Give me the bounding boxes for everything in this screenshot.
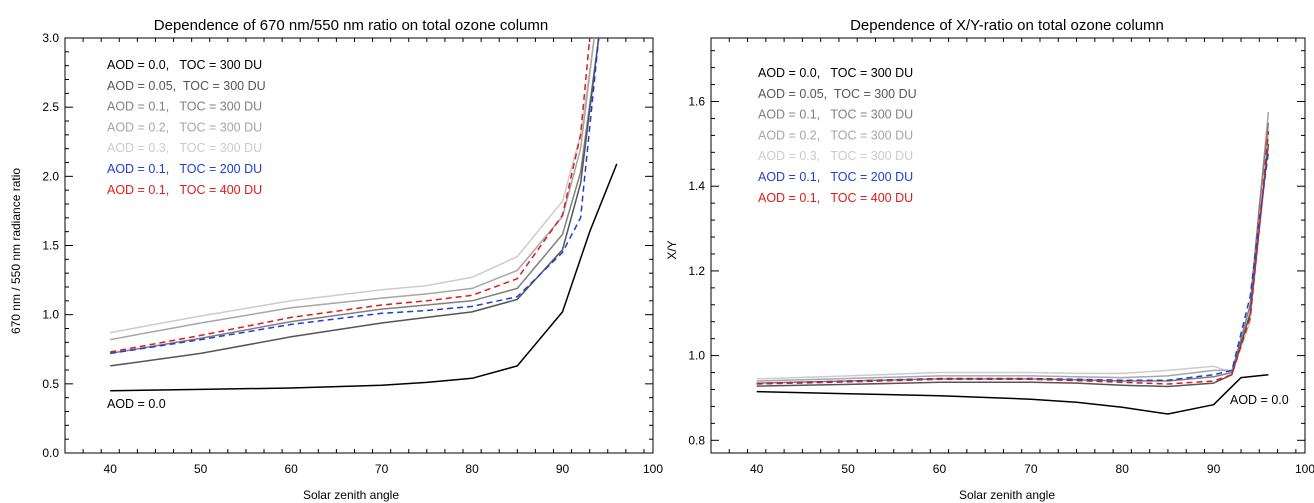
x-axis-label: Solar zenith angle (303, 488, 399, 502)
plot-area (110, 38, 618, 392)
x-tick-label: 60 (933, 462, 947, 476)
y-tick-label: 1.5 (42, 239, 59, 253)
series-line-0 (756, 373, 1269, 415)
series-line-2 (110, 38, 600, 355)
x-tick-label: 100 (1295, 462, 1314, 476)
legend-entry: AOD = 0.3, TOC = 300 DU (107, 141, 262, 155)
y-tick-label: 1.2 (688, 264, 705, 278)
x-axis-label: Solar zenith angle (959, 488, 1055, 502)
series-line-5 (110, 38, 600, 355)
legend-entry: AOD = 0.2, TOC = 300 DU (758, 128, 913, 142)
y-tick-label: 2.5 (42, 100, 59, 114)
legend-entry: AOD = 0.1, TOC = 200 DU (758, 170, 913, 184)
series-line-5 (756, 152, 1270, 385)
chart-title: Dependence of 670 nm/550 nm ratio on tot… (154, 17, 548, 34)
legend: AOD = 0.0, TOC = 300 DU AOD = 0.05, TOC =… (107, 58, 266, 197)
x-tick-label: 60 (284, 462, 298, 476)
x-tick-label: 40 (104, 462, 118, 476)
series-line-3 (110, 38, 595, 341)
x-tick-label: 90 (1207, 462, 1221, 476)
x-tick-label: 80 (465, 462, 479, 476)
legend-entry: AOD = 0.1, TOC = 200 DU (107, 162, 262, 176)
x-tick-label: 50 (194, 462, 208, 476)
legend-entry: AOD = 0.0, TOC = 300 DU (107, 58, 262, 72)
annotation-aod-zero: AOD = 0.0 (107, 397, 166, 411)
y-tick-label: 0.0 (42, 446, 59, 460)
plot-frame (710, 37, 1306, 454)
legend-entry: AOD = 0.3, TOC = 300 DU (758, 149, 913, 163)
x-tick-label: 40 (750, 462, 764, 476)
axes: 40 50 60 70 80 90 100 0.8 1.0 1.2 1.4 1.6 (688, 37, 1314, 476)
legend-entry: AOD = 0.0, TOC = 300 DU (758, 66, 913, 80)
series-line-1 (110, 38, 600, 367)
y-tick-label: 3.0 (42, 31, 59, 45)
series-line-6 (756, 131, 1270, 385)
x-tick-label: 70 (1024, 462, 1038, 476)
chart-radiance-ratio: Dependence of 670 nm/550 nm ratio on tot… (9, 17, 663, 502)
y-axis-label: 670 nm / 550 nm radiance ratio (9, 168, 23, 334)
x-tick-label: 90 (556, 462, 570, 476)
y-tick-label: 1.0 (688, 349, 705, 363)
series-line-4 (110, 38, 595, 334)
plot-area (756, 112, 1270, 415)
legend-entry: AOD = 0.1, TOC = 400 DU (758, 191, 913, 205)
y-tick-label: 2.0 (42, 169, 59, 183)
chart-title: Dependence of X/Y-ratio on total ozone c… (850, 17, 1164, 34)
y-axis-label: X/Y (665, 240, 679, 259)
y-tick-label: 1.0 (42, 308, 59, 322)
x-tick-label: 100 (643, 462, 663, 476)
series-line-6 (110, 38, 591, 353)
legend-entry: AOD = 0.1, TOC = 300 DU (107, 100, 262, 114)
legend-entry: AOD = 0.05, TOC = 300 DU (107, 79, 266, 93)
x-tick-label: 50 (841, 462, 855, 476)
chart-xy-ratio: Dependence of X/Y-ratio on total ozone c… (665, 17, 1314, 502)
legend-entry: AOD = 0.2, TOC = 300 DU (107, 120, 262, 134)
legend: AOD = 0.0, TOC = 300 DU AOD = 0.05, TOC =… (758, 66, 917, 205)
x-tick-label: 70 (375, 462, 389, 476)
legend-entry: AOD = 0.1, TOC = 300 DU (758, 108, 913, 122)
legend-entry: AOD = 0.1, TOC = 400 DU (107, 183, 262, 197)
y-tick-label: 0.5 (42, 377, 59, 391)
y-tick-label: 1.4 (688, 179, 705, 193)
legend-entry: AOD = 0.05, TOC = 300 DU (758, 87, 917, 101)
y-tick-label: 0.8 (688, 433, 705, 447)
series-line-0 (110, 163, 618, 392)
axes: 40 50 60 70 80 90 100 0.0 0.5 1.0 1.5 2.0 2.5 3.0 (42, 31, 663, 476)
annotation-aod-zero: AOD = 0.0 (1230, 393, 1289, 407)
y-tick-label: 1.6 (688, 95, 705, 109)
x-tick-label: 80 (1116, 462, 1130, 476)
